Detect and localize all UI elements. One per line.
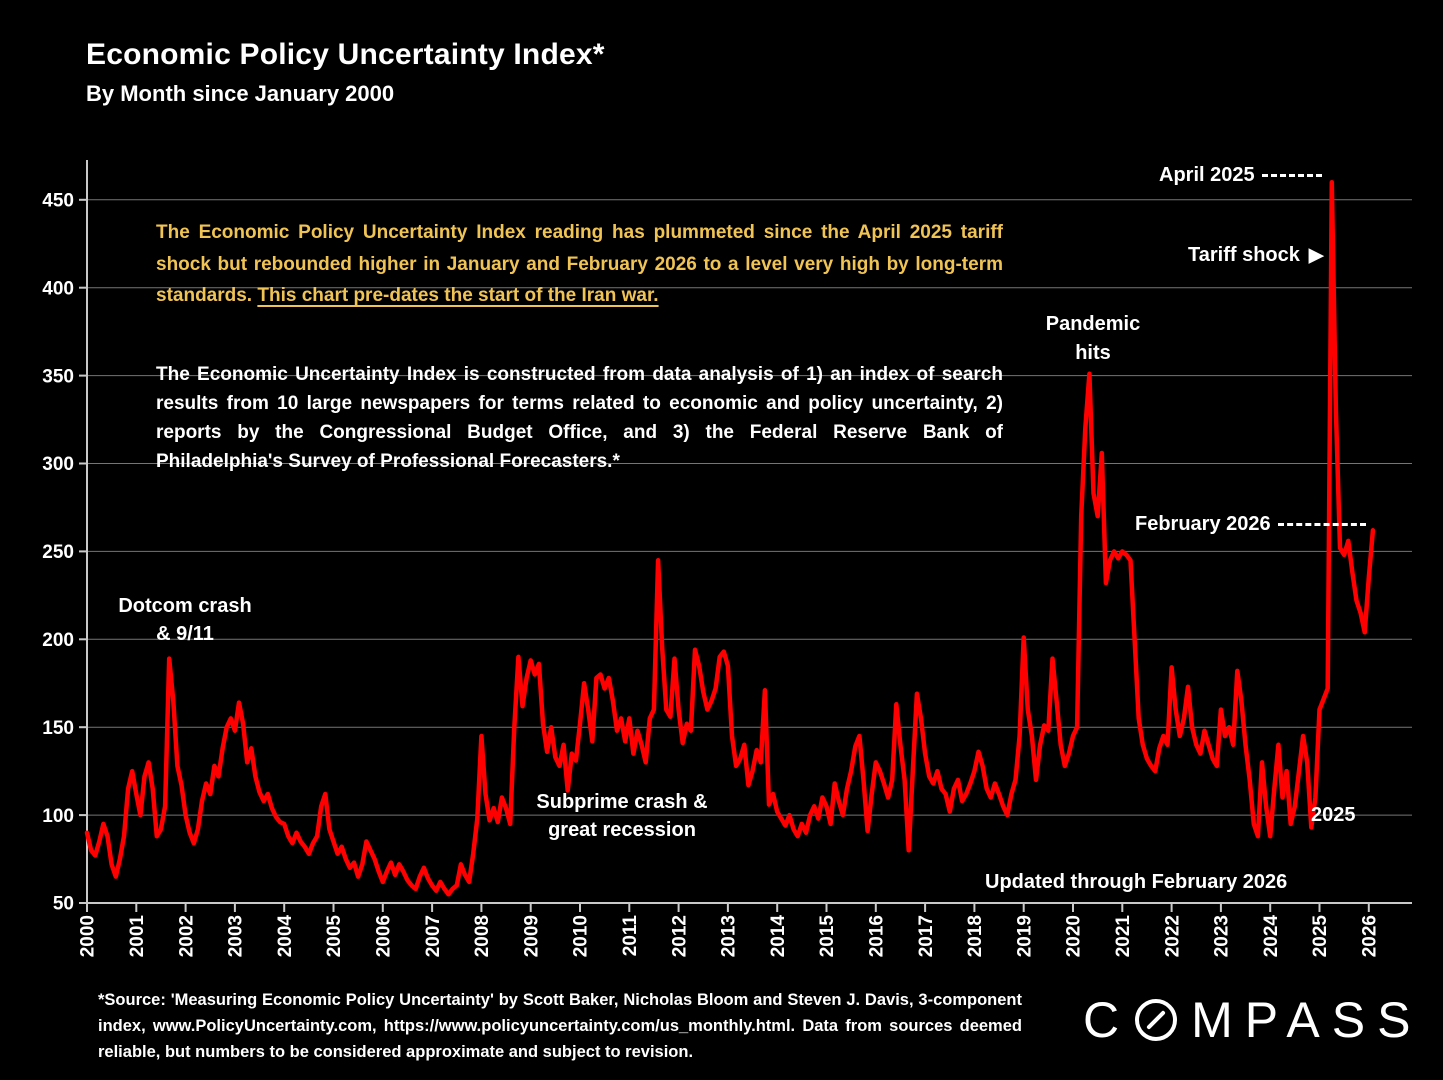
x-tick-label: 2018	[965, 915, 986, 957]
compass-logo-mpass: MPASS	[1191, 992, 1423, 1048]
x-tick-label: 2013	[719, 915, 740, 957]
x-tick-label: 2007	[423, 915, 444, 957]
annotation-tariff-shock: Tariff shock ▶	[1188, 244, 1324, 267]
page-title: Economic Policy Uncertainty Index*	[86, 38, 605, 71]
source-note: *Source: 'Measuring Economic Policy Unce…	[98, 991, 1022, 1061]
annotation-updated-through: Updated through February 2026	[985, 871, 1288, 893]
x-tick-label: 2014	[768, 915, 789, 958]
x-tick-label: 2015	[817, 915, 838, 958]
y-tick-label: 100	[42, 806, 74, 827]
annotation-pandemic-hits: Pandemic hits	[1045, 313, 1141, 364]
x-tick-label: 2021	[1113, 915, 1134, 958]
x-tick-label: 2004	[275, 915, 296, 958]
compass-logo-c: C	[1083, 992, 1132, 1048]
x-tick-label: 2003	[226, 915, 247, 957]
epu-series-line	[84, 179, 1376, 897]
page-subtitle: By Month since January 2000	[86, 81, 395, 106]
x-tick-label: 2001	[127, 915, 148, 958]
annotation-april-2025-label: April 2025	[1159, 164, 1255, 186]
x-tick-label: 2022	[1162, 915, 1183, 957]
annotation-dotcom-crash: Dotcom crash & 9/11	[118, 595, 252, 645]
y-tick-label: 50	[53, 894, 74, 915]
y-tick-label: 250	[42, 542, 74, 563]
annotation-february-2026: February 2026	[1135, 513, 1366, 536]
methodology-note: The Economic Uncertainty Index is constr…	[156, 364, 1003, 472]
x-tick-label: 2012	[669, 915, 690, 957]
y-tick-label: 200	[42, 630, 74, 651]
annotation-tariff-shock-label: Tariff shock	[1188, 244, 1300, 266]
x-tick-label: 2016	[866, 915, 887, 957]
y-tick-label: 450	[42, 190, 74, 211]
y-tick-label: 150	[42, 718, 74, 739]
right-arrow-icon: ▶	[1308, 244, 1324, 266]
highlight-note-text: The Economic Policy Uncertainty Index re…	[156, 222, 1003, 306]
dashed-pointer-icon	[1277, 523, 1366, 526]
annotation-april-2025: April 2025	[1159, 164, 1322, 187]
x-tick-label: 2006	[373, 915, 394, 957]
y-tick-label: 400	[42, 278, 74, 299]
x-tick-label: 2002	[176, 915, 197, 957]
y-tick-label: 300	[42, 454, 74, 475]
x-tick-label: 2017	[916, 915, 937, 957]
x-tick-label: 2019	[1014, 915, 1035, 957]
x-tick-label: 2009	[521, 915, 542, 957]
x-tick-label: 2024	[1261, 915, 1282, 958]
x-tick-label: 2008	[472, 915, 493, 957]
annotation-february-2026-label: February 2026	[1135, 513, 1271, 535]
x-tick-label: 2025	[1310, 915, 1331, 958]
x-tick-label: 2005	[324, 915, 345, 958]
x-tick-label: 2011	[620, 915, 641, 957]
x-tick-label: 2020	[1064, 915, 1085, 957]
x-tick-label: 2026	[1359, 915, 1380, 957]
annotation-subprime-crash: Subprime crash & great recession	[536, 791, 708, 841]
dashed-pointer-icon	[1261, 174, 1322, 177]
x-tick-label: 2010	[571, 915, 592, 957]
highlight-note: The Economic Policy Uncertainty Index re…	[156, 217, 1003, 312]
y-tick-label: 350	[42, 366, 74, 387]
x-tick-label: 2023	[1212, 915, 1233, 957]
compass-logo: C MPASS	[1083, 995, 1422, 1045]
highlight-note-underlined-text: This chart pre-dates the start of the Ir…	[257, 285, 659, 306]
compass-o-icon	[1135, 999, 1178, 1041]
x-tick-label: 2000	[78, 915, 99, 957]
annotation-2025: 2025	[1311, 804, 1356, 826]
